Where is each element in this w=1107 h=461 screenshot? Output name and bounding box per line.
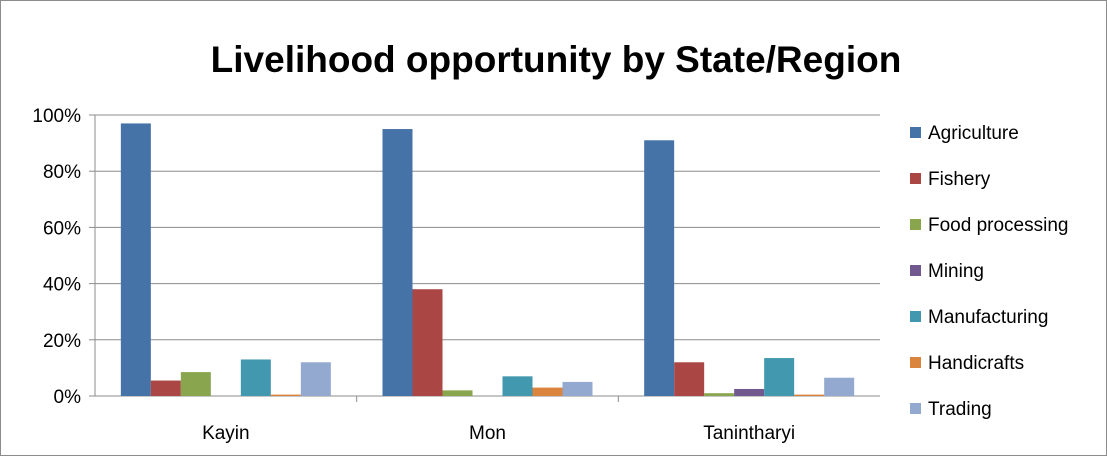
legend-swatch bbox=[910, 311, 921, 322]
chart-title: Livelihood opportunity by State/Region bbox=[211, 39, 902, 80]
bar-trading-tanintharyi bbox=[824, 377, 855, 396]
bar-food-processing-mon bbox=[442, 390, 473, 396]
bar-agriculture-tanintharyi bbox=[644, 140, 675, 396]
bar-trading-mon bbox=[562, 381, 593, 396]
legend-label: Manufacturing bbox=[928, 307, 1048, 328]
legend-swatch bbox=[910, 127, 921, 138]
x-tick-label: Tanintharyi bbox=[703, 423, 795, 444]
legend-swatch bbox=[910, 403, 921, 414]
legend-label: Mining bbox=[928, 261, 984, 282]
bar-food-processing-tanintharyi bbox=[704, 393, 735, 396]
bar-agriculture-kayin bbox=[120, 123, 151, 397]
bar-manufacturing-mon bbox=[502, 376, 533, 396]
bar-manufacturing-kayin bbox=[240, 359, 271, 396]
legend-label: Fishery bbox=[928, 169, 991, 190]
y-tick-label: 40% bbox=[43, 275, 81, 296]
bar-handicrafts-kayin bbox=[270, 394, 301, 396]
y-tick-label: 0% bbox=[54, 387, 82, 408]
x-tick-label: Mon bbox=[469, 423, 506, 444]
legend: Agriculture Fishery Food processing Mining M… bbox=[910, 123, 1068, 420]
legend-label: Trading bbox=[928, 399, 992, 420]
tick-labels: 0% 20% 40% 60% 80% 100% Kayin Mon Tanintharyi bbox=[32, 106, 795, 444]
legend-label: Food processing bbox=[928, 215, 1068, 236]
bar-handicrafts-mon bbox=[532, 387, 563, 396]
bar-mining-tanintharyi bbox=[734, 388, 765, 396]
bar-handicrafts-tanintharyi bbox=[794, 394, 825, 396]
bar-manufacturing-tanintharyi bbox=[764, 358, 795, 396]
y-tick-label: 100% bbox=[32, 106, 81, 127]
bar-agriculture-mon bbox=[382, 129, 413, 397]
y-tick-label: 80% bbox=[43, 162, 81, 183]
bar-fishery-mon bbox=[412, 289, 443, 396]
legend-swatch bbox=[910, 219, 921, 230]
bar-fishery-kayin bbox=[150, 380, 181, 396]
bar-trading-kayin bbox=[300, 362, 331, 396]
x-tick-label: Kayin bbox=[202, 423, 250, 444]
legend-label: Handicrafts bbox=[928, 353, 1024, 374]
y-tick-label: 60% bbox=[43, 218, 81, 239]
y-tick-label: 20% bbox=[43, 331, 81, 352]
legend-swatch bbox=[910, 357, 921, 368]
bar-food-processing-kayin bbox=[180, 372, 211, 396]
legend-swatch bbox=[910, 173, 921, 184]
bar-fishery-tanintharyi bbox=[674, 362, 705, 396]
legend-label: Agriculture bbox=[928, 123, 1019, 144]
gridlines bbox=[95, 114, 880, 341]
legend-swatch bbox=[910, 265, 921, 276]
bars bbox=[120, 123, 855, 397]
